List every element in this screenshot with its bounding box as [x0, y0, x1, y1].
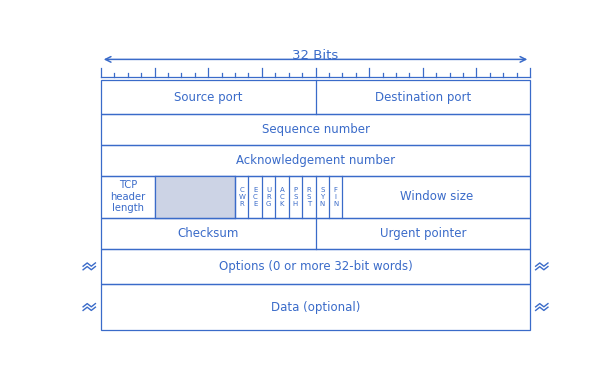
Text: Data (optional): Data (optional) — [271, 301, 360, 313]
Bar — [101, 284, 530, 330]
Text: C
W
R: C W R — [238, 187, 245, 207]
Text: Urgent pointer: Urgent pointer — [380, 227, 466, 240]
Text: U
R
G: U R G — [266, 187, 272, 207]
Text: E
C
E: E C E — [253, 187, 258, 207]
Text: P
S
H: P S H — [293, 187, 298, 207]
Bar — [101, 248, 530, 284]
Text: Window size: Window size — [400, 190, 473, 204]
Text: Acknowledgement number: Acknowledgement number — [236, 154, 395, 167]
Bar — [101, 176, 530, 218]
Text: S
Y
N: S Y N — [320, 187, 325, 207]
Text: F
I
N: F I N — [333, 187, 338, 207]
Text: R
S
T: R S T — [306, 187, 311, 207]
Bar — [101, 80, 530, 114]
Text: Options (0 or more 32-bit words): Options (0 or more 32-bit words) — [219, 260, 412, 273]
Text: TCP
header
length: TCP header length — [110, 180, 145, 214]
Bar — [101, 114, 530, 145]
Bar — [101, 145, 530, 176]
Text: Destination port: Destination port — [374, 91, 471, 104]
Bar — [155, 176, 235, 218]
Text: Sequence number: Sequence number — [261, 123, 370, 136]
Text: Source port: Source port — [174, 91, 243, 104]
Text: A
C
K: A C K — [279, 187, 284, 207]
Text: Checksum: Checksum — [178, 227, 239, 240]
Text: 32 Bits: 32 Bits — [293, 49, 339, 62]
Bar — [101, 218, 530, 248]
